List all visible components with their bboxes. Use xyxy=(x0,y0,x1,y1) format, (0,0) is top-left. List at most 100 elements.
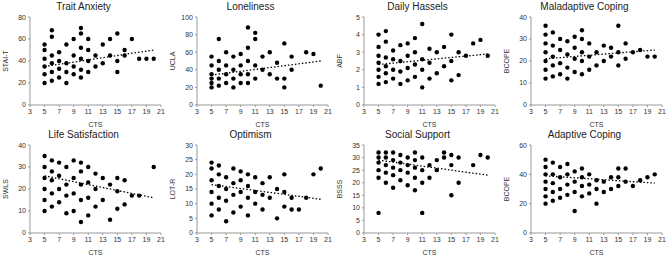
svg-text:CTS: CTS xyxy=(423,121,437,127)
svg-text:80: 80 xyxy=(185,31,193,38)
svg-text:60: 60 xyxy=(519,142,527,148)
svg-text:21: 21 xyxy=(157,108,165,115)
svg-text:11: 11 xyxy=(85,235,92,242)
svg-text:11: 11 xyxy=(419,235,426,242)
svg-text:7: 7 xyxy=(391,108,395,115)
svg-text:3: 3 xyxy=(28,108,32,115)
svg-text:20: 20 xyxy=(18,79,26,86)
svg-text:80: 80 xyxy=(18,14,26,20)
svg-text:5: 5 xyxy=(356,14,360,20)
svg-text:3: 3 xyxy=(195,108,199,115)
svg-text:3: 3 xyxy=(195,235,199,242)
svg-text:0: 0 xyxy=(189,101,193,108)
svg-text:19: 19 xyxy=(143,108,151,115)
svg-text:9: 9 xyxy=(239,235,243,242)
svg-text:7: 7 xyxy=(224,235,228,242)
svg-text:17: 17 xyxy=(462,108,470,115)
svg-text:BSSS: BSSS xyxy=(336,179,343,198)
svg-text:7: 7 xyxy=(558,108,562,115)
svg-text:CTS: CTS xyxy=(89,121,103,127)
svg-text:LOT-R: LOT-R xyxy=(169,178,176,199)
svg-text:60: 60 xyxy=(18,35,26,42)
svg-text:19: 19 xyxy=(644,235,652,242)
svg-text:0: 0 xyxy=(356,229,360,236)
svg-text:20: 20 xyxy=(185,170,193,177)
svg-text:3: 3 xyxy=(356,49,360,56)
svg-text:CTS: CTS xyxy=(89,249,103,255)
svg-text:10: 10 xyxy=(519,79,527,86)
svg-text:17: 17 xyxy=(462,235,470,242)
svg-text:STAI-T: STAI-T xyxy=(8,49,9,71)
svg-text:10: 10 xyxy=(18,207,26,214)
svg-text:15: 15 xyxy=(614,108,622,115)
svg-text:20: 20 xyxy=(185,84,193,91)
svg-text:30: 30 xyxy=(352,154,360,161)
svg-text:3: 3 xyxy=(362,235,366,242)
svg-text:21: 21 xyxy=(658,235,661,242)
svg-text:13: 13 xyxy=(433,235,441,242)
svg-text:40: 40 xyxy=(18,57,26,64)
svg-text:17: 17 xyxy=(295,235,303,242)
svg-text:9: 9 xyxy=(72,235,76,242)
svg-text:CTS: CTS xyxy=(590,121,604,127)
svg-text:5: 5 xyxy=(377,108,381,115)
svg-text:19: 19 xyxy=(477,108,485,115)
svg-text:9: 9 xyxy=(239,108,243,115)
svg-text:25: 25 xyxy=(352,166,360,173)
svg-text:20: 20 xyxy=(18,185,26,192)
svg-text:0: 0 xyxy=(523,229,527,236)
svg-text:11: 11 xyxy=(252,108,259,115)
svg-text:15: 15 xyxy=(447,108,455,115)
svg-text:5: 5 xyxy=(43,235,47,242)
svg-text:21: 21 xyxy=(324,108,332,115)
svg-text:5: 5 xyxy=(377,235,381,242)
svg-text:4: 4 xyxy=(356,31,360,38)
svg-text:17: 17 xyxy=(295,108,303,115)
svg-text:13: 13 xyxy=(266,108,274,115)
svg-text:10: 10 xyxy=(185,200,193,207)
svg-text:7: 7 xyxy=(57,235,61,242)
svg-text:SWLS: SWLS xyxy=(8,178,9,198)
svg-text:5: 5 xyxy=(210,108,214,115)
svg-text:5: 5 xyxy=(544,108,548,115)
svg-text:11: 11 xyxy=(252,235,259,242)
svg-text:11: 11 xyxy=(586,235,593,242)
svg-text:9: 9 xyxy=(573,108,577,115)
svg-text:21: 21 xyxy=(324,235,332,242)
svg-text:0: 0 xyxy=(22,229,26,236)
svg-text:17: 17 xyxy=(629,108,637,115)
svg-text:13: 13 xyxy=(600,235,608,242)
svg-text:7: 7 xyxy=(558,235,562,242)
svg-text:0: 0 xyxy=(22,101,26,108)
svg-text:19: 19 xyxy=(477,235,485,242)
svg-text:9: 9 xyxy=(72,108,76,115)
svg-text:UCLA: UCLA xyxy=(169,51,176,70)
svg-text:11: 11 xyxy=(419,108,426,115)
svg-text:CTS: CTS xyxy=(590,249,604,255)
svg-text:3: 3 xyxy=(529,108,533,115)
svg-text:BCOPE: BCOPE xyxy=(503,176,510,201)
svg-text:19: 19 xyxy=(310,108,318,115)
svg-text:15: 15 xyxy=(185,185,193,192)
svg-text:0: 0 xyxy=(356,101,360,108)
svg-text:19: 19 xyxy=(310,235,318,242)
svg-text:9: 9 xyxy=(573,235,577,242)
svg-text:5: 5 xyxy=(544,235,548,242)
svg-text:3: 3 xyxy=(28,235,32,242)
svg-text:3: 3 xyxy=(362,108,366,115)
svg-text:15: 15 xyxy=(447,235,455,242)
svg-text:9: 9 xyxy=(406,235,410,242)
svg-text:25: 25 xyxy=(185,156,193,163)
svg-text:13: 13 xyxy=(266,235,274,242)
svg-text:0: 0 xyxy=(189,229,193,236)
svg-text:40: 40 xyxy=(519,170,527,177)
svg-text:2: 2 xyxy=(356,66,360,73)
svg-text:21: 21 xyxy=(658,108,661,115)
svg-text:11: 11 xyxy=(586,108,593,115)
svg-text:10: 10 xyxy=(352,204,360,211)
svg-text:60: 60 xyxy=(185,49,193,56)
svg-text:21: 21 xyxy=(491,235,499,242)
svg-text:15: 15 xyxy=(614,235,622,242)
svg-text:21: 21 xyxy=(157,235,165,242)
svg-text:5: 5 xyxy=(356,216,360,223)
